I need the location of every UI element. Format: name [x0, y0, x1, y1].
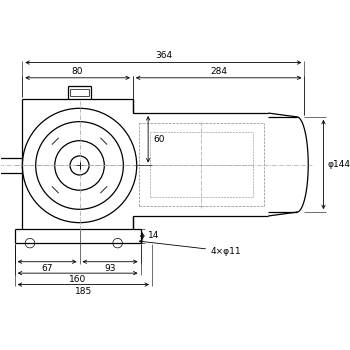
Text: 364: 364 — [155, 51, 172, 61]
Text: 67: 67 — [41, 264, 53, 273]
Text: 160: 160 — [69, 275, 86, 284]
Text: φ144: φ144 — [327, 160, 350, 169]
Text: 80: 80 — [72, 66, 83, 76]
Text: 93: 93 — [104, 264, 116, 273]
Text: 4×φ11: 4×φ11 — [139, 240, 242, 256]
Text: 14: 14 — [148, 231, 160, 240]
Text: 185: 185 — [75, 287, 92, 296]
Text: 60: 60 — [154, 135, 165, 144]
Text: 284: 284 — [210, 66, 227, 76]
